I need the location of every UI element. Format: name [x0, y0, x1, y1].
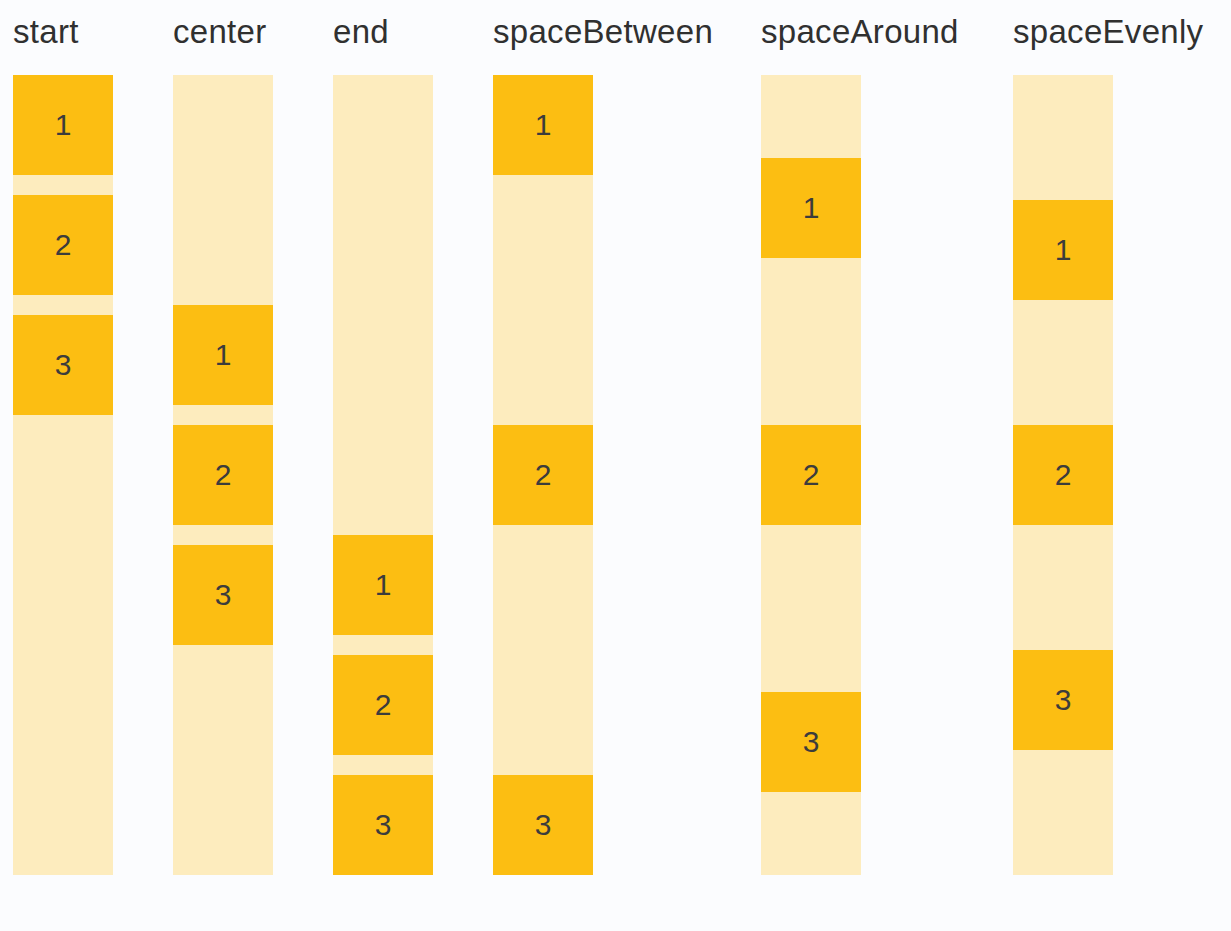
- alignment-column-end: end 1 2 3: [333, 0, 433, 931]
- flex-item-box: 3: [173, 545, 273, 645]
- flex-item-number: 1: [535, 108, 552, 142]
- flex-item-number: 2: [375, 688, 392, 722]
- alignment-column-spaceEvenly: spaceEvenly 1 2 3: [1013, 0, 1113, 931]
- flex-item-number: 3: [375, 808, 392, 842]
- flex-item-number: 2: [803, 458, 820, 492]
- flex-item-box: 2: [1013, 425, 1113, 525]
- flex-item-number: 2: [1055, 458, 1072, 492]
- column-label: spaceAround: [761, 10, 959, 54]
- flex-item-number: 3: [535, 808, 552, 842]
- column-track: 1 2 3: [173, 75, 273, 875]
- flex-item-number: 3: [55, 348, 72, 382]
- flex-item-number: 1: [803, 191, 820, 225]
- flex-item-box: 2: [333, 655, 433, 755]
- flex-item-number: 1: [1055, 233, 1072, 267]
- flex-item-number: 1: [215, 338, 232, 372]
- column-track: 1 2 3: [1013, 75, 1113, 875]
- alignment-column-start: start 1 2 3: [13, 0, 113, 931]
- flex-alignment-figure: start 1 2 3 center 1 2 3 end 1 2 3 space…: [0, 0, 1231, 931]
- flex-item-box: 1: [1013, 200, 1113, 300]
- flex-item-number: 1: [375, 568, 392, 602]
- column-label: end: [333, 10, 389, 54]
- alignment-column-spaceAround: spaceAround 1 2 3: [761, 0, 861, 931]
- flex-item-box: 1: [13, 75, 113, 175]
- column-label: spaceBetween: [493, 10, 713, 54]
- flex-item-box: 2: [493, 425, 593, 525]
- alignment-column-center: center 1 2 3: [173, 0, 273, 931]
- flex-item-box: 3: [333, 775, 433, 875]
- column-label: spaceEvenly: [1013, 10, 1203, 54]
- flex-item-box: 3: [1013, 650, 1113, 750]
- flex-item-number: 2: [55, 228, 72, 262]
- column-track: 1 2 3: [13, 75, 113, 875]
- flex-item-number: 3: [1055, 683, 1072, 717]
- flex-item-number: 2: [535, 458, 552, 492]
- column-track: 1 2 3: [761, 75, 861, 875]
- flex-item-box: 1: [761, 158, 861, 258]
- flex-item-box: 2: [173, 425, 273, 525]
- column-label: center: [173, 10, 267, 54]
- flex-item-number: 1: [55, 108, 72, 142]
- flex-item-box: 1: [173, 305, 273, 405]
- column-track: 1 2 3: [493, 75, 593, 875]
- alignment-column-spaceBetween: spaceBetween 1 2 3: [493, 0, 593, 931]
- flex-item-number: 2: [215, 458, 232, 492]
- flex-item-box: 3: [493, 775, 593, 875]
- flex-item-box: 3: [761, 692, 861, 792]
- flex-item-box: 2: [13, 195, 113, 295]
- flex-item-number: 3: [215, 578, 232, 612]
- flex-item-number: 3: [803, 725, 820, 759]
- flex-item-box: 1: [333, 535, 433, 635]
- column-track: 1 2 3: [333, 75, 433, 875]
- flex-item-box: 3: [13, 315, 113, 415]
- flex-item-box: 2: [761, 425, 861, 525]
- column-label: start: [13, 10, 79, 54]
- flex-item-box: 1: [493, 75, 593, 175]
